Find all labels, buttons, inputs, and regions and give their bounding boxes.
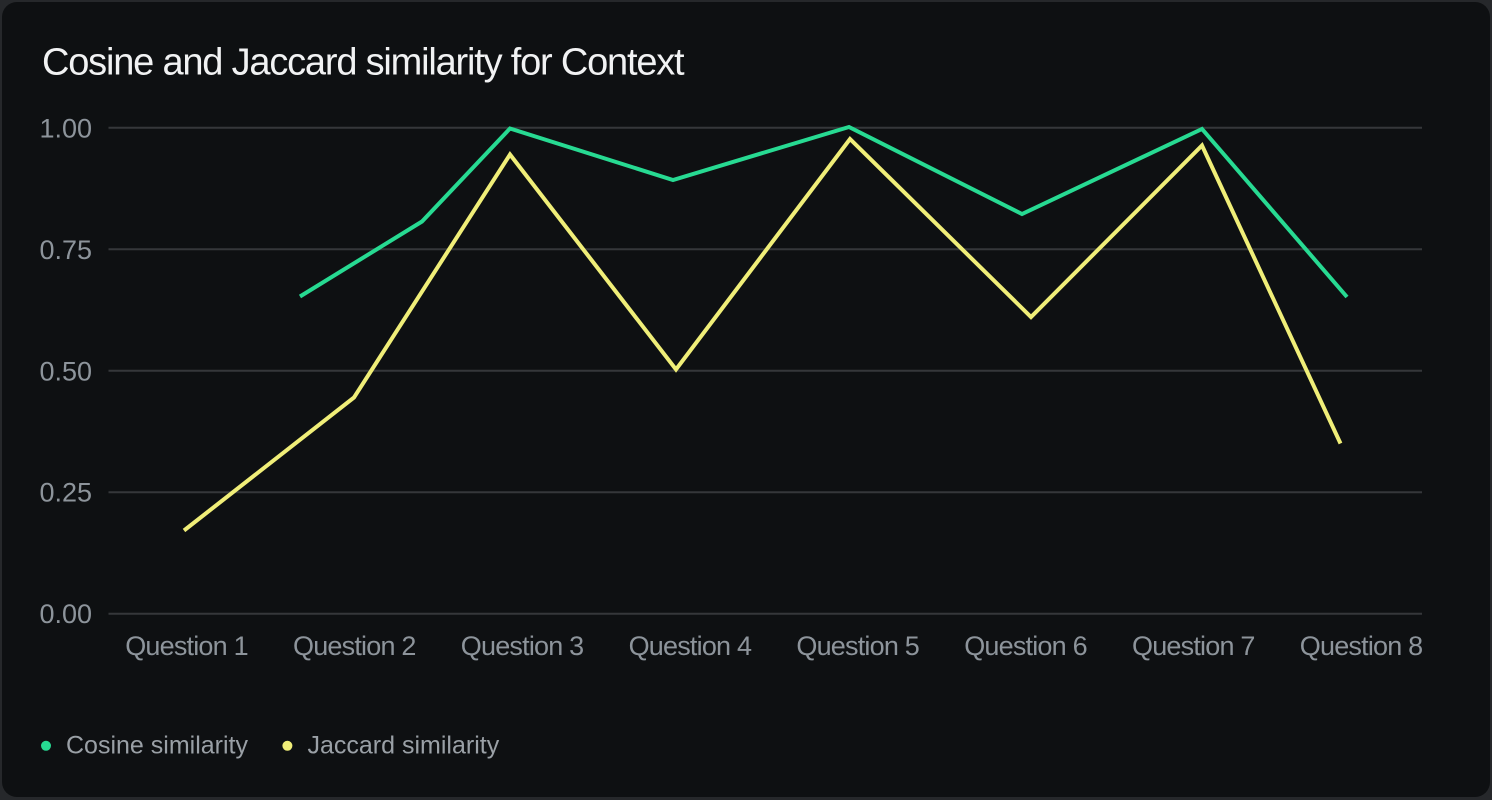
svg-text:0.25: 0.25 [39, 478, 92, 508]
svg-text:Question 1: Question 1 [125, 631, 248, 661]
svg-text:Question 7: Question 7 [1132, 631, 1255, 661]
svg-text:Question 5: Question 5 [796, 631, 919, 661]
svg-text:Question 6: Question 6 [964, 631, 1087, 661]
svg-text:1.00: 1.00 [39, 114, 92, 144]
svg-text:0.50: 0.50 [39, 356, 92, 386]
svg-text:Cosine similarity: Cosine similarity [66, 732, 248, 760]
svg-text:Jaccard similarity: Jaccard similarity [308, 732, 500, 760]
svg-text:0.00: 0.00 [39, 599, 92, 629]
svg-text:Question 8: Question 8 [1300, 631, 1423, 661]
svg-text:Question 2: Question 2 [293, 631, 416, 661]
svg-text:0.75: 0.75 [39, 235, 92, 265]
svg-text:Question 3: Question 3 [461, 631, 584, 661]
svg-text:Question 4: Question 4 [629, 631, 752, 661]
svg-text:Cosine and Jaccard similarity: Cosine and Jaccard similarity for Contex… [42, 42, 685, 84]
